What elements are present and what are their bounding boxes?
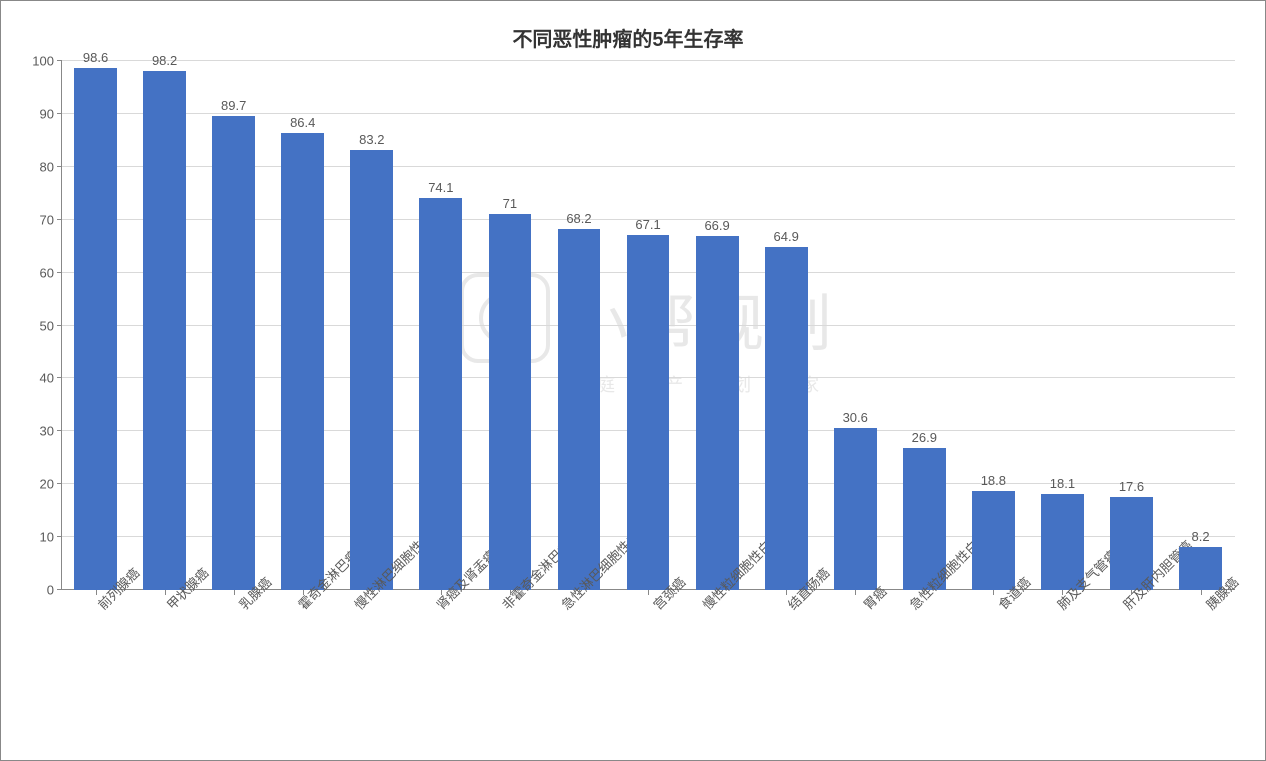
bar-value-label: 18.1 <box>1050 476 1075 494</box>
bar-slot: 68.2急性淋巴细胞性白血病 <box>544 61 613 590</box>
x-tick-mark <box>717 590 718 595</box>
y-tick-label: 60 <box>40 265 62 280</box>
y-tick-label: 20 <box>40 477 62 492</box>
y-tick-label: 100 <box>32 54 62 69</box>
bar-slot: 26.9急性粒细胞性白血病 <box>890 61 959 590</box>
bars-container: 98.6前列腺癌98.2甲状腺癌89.7乳腺癌86.4霍奇金淋巴瘤83.2慢性淋… <box>61 61 1235 590</box>
bar-slot: 64.9结直肠癌 <box>752 61 821 590</box>
bar-value-label: 71 <box>503 196 517 214</box>
bar: 66.9 <box>696 236 739 590</box>
bar-value-label: 86.4 <box>290 115 315 133</box>
y-tick-label: 80 <box>40 159 62 174</box>
x-tick-mark <box>579 590 580 595</box>
bar-slot: 74.1肾癌及肾盂癌 <box>406 61 475 590</box>
x-tick-mark <box>165 590 166 595</box>
bar-value-label: 83.2 <box>359 132 384 150</box>
bar-slot: 66.9慢性粒细胞性白血病 <box>683 61 752 590</box>
bar-slot: 18.8食道癌 <box>959 61 1028 590</box>
bar-value-label: 98.2 <box>152 53 177 71</box>
bar: 74.1 <box>419 198 462 590</box>
y-tick-label: 50 <box>40 318 62 333</box>
bar: 86.4 <box>281 133 324 590</box>
x-tick-mark <box>855 590 856 595</box>
bar-value-label: 64.9 <box>774 229 799 247</box>
bar-value-label: 67.1 <box>635 217 660 235</box>
bar-slot: 86.4霍奇金淋巴瘤 <box>268 61 337 590</box>
bar: 83.2 <box>350 150 393 590</box>
bar-value-label: 30.6 <box>843 410 868 428</box>
bar-slot: 17.6肝及肝内胆管癌 <box>1097 61 1166 590</box>
y-tick-label: 40 <box>40 371 62 386</box>
bar-slot: 67.1宫颈癌 <box>614 61 683 590</box>
bar-value-label: 18.8 <box>981 473 1006 491</box>
x-tick-mark <box>924 590 925 595</box>
y-tick-label: 70 <box>40 212 62 227</box>
bar-value-label: 26.9 <box>912 430 937 448</box>
bar-value-label: 66.9 <box>704 218 729 236</box>
bar-slot: 83.2慢性淋巴细胞性白血病 <box>337 61 406 590</box>
x-tick-mark <box>372 590 373 595</box>
bar-value-label: 89.7 <box>221 98 246 116</box>
bar-slot: 89.7乳腺癌 <box>199 61 268 590</box>
bar-slot: 18.1肺及支气管癌 <box>1028 61 1097 590</box>
y-tick-label: 10 <box>40 530 62 545</box>
bar-value-label: 74.1 <box>428 180 453 198</box>
x-tick-mark <box>1062 590 1063 595</box>
x-tick-mark <box>510 590 511 595</box>
bar: 98.6 <box>74 68 117 590</box>
plot-area: 小帮规划 家庭资产规划专家 0102030405060708090100 98.… <box>61 61 1235 590</box>
bar-value-label: 68.2 <box>566 211 591 229</box>
bar-value-label: 8.2 <box>1191 529 1209 547</box>
bar: 64.9 <box>765 247 808 590</box>
bar: 98.2 <box>143 71 186 590</box>
y-tick-label: 90 <box>40 106 62 121</box>
bar: 30.6 <box>834 428 877 590</box>
x-tick-mark <box>96 590 97 595</box>
x-tick-mark <box>993 590 994 595</box>
bar-slot: 71非霍奇金淋巴瘤 <box>475 61 544 590</box>
bar: 89.7 <box>212 116 255 591</box>
x-tick-mark <box>441 590 442 595</box>
x-tick-mark <box>1201 590 1202 595</box>
x-tick-mark <box>303 590 304 595</box>
bar-slot: 98.2甲状腺癌 <box>130 61 199 590</box>
x-tick-mark <box>648 590 649 595</box>
y-tick-label: 0 <box>47 583 62 598</box>
y-tick-label: 30 <box>40 424 62 439</box>
x-tick-mark <box>1131 590 1132 595</box>
x-tick-mark <box>234 590 235 595</box>
chart-container: 不同恶性肿瘤的5年生存率 小帮规划 家庭资产规划专家 0102030405060… <box>0 0 1266 761</box>
chart-title: 不同恶性肿瘤的5年生存率 <box>11 11 1245 60</box>
bar-value-label: 17.6 <box>1119 479 1144 497</box>
bar: 67.1 <box>627 235 670 590</box>
bar: 68.2 <box>558 229 601 590</box>
bar-slot: 98.6前列腺癌 <box>61 61 130 590</box>
bar: 71 <box>489 214 532 590</box>
bar-value-label: 98.6 <box>83 50 108 68</box>
bar-slot: 8.2胰腺癌 <box>1166 61 1235 590</box>
bar-slot: 30.6胃癌 <box>821 61 890 590</box>
x-tick-mark <box>786 590 787 595</box>
